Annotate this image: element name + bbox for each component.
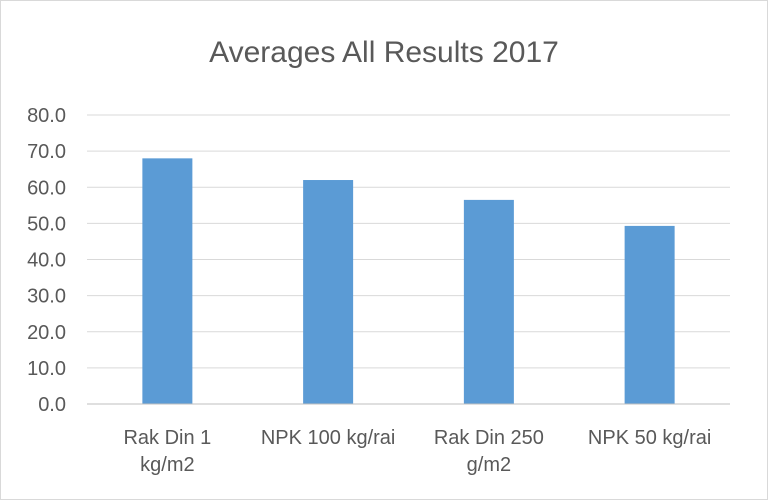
- x-category-label: Rak Din 1 kg/m2: [123, 427, 211, 476]
- x-category-label-line: Rak Din 1: [123, 427, 211, 449]
- bar: [303, 180, 354, 404]
- y-tick-label: 50.0: [27, 213, 66, 235]
- x-category-label-line: kg/m2: [140, 454, 194, 476]
- y-tick-label: 70.0: [27, 141, 66, 163]
- x-category-label-line: NPK 100 kg/rai: [261, 427, 396, 449]
- gridlines: [87, 114, 730, 369]
- y-axis-ticks: 0.0 10.0 20.0 30.0 40.0 50.0 60.0 70.0 80.0: [27, 105, 66, 416]
- y-tick-label: 30.0: [27, 286, 66, 308]
- bar: [624, 225, 675, 404]
- chart-title: Averages All Results 2017: [209, 36, 559, 69]
- y-tick-label: 40.0: [27, 250, 66, 272]
- y-tick-label: 80.0: [27, 105, 66, 127]
- y-tick-label: 0.0: [38, 394, 66, 416]
- y-tick-label: 10.0: [27, 358, 66, 380]
- bar: [142, 158, 193, 404]
- y-tick-label: 20.0: [27, 322, 66, 344]
- x-category-label: NPK 100 kg/rai: [261, 427, 396, 449]
- bar: [463, 199, 514, 404]
- y-tick-label: 60.0: [27, 177, 66, 199]
- bars: [142, 158, 675, 404]
- x-category-label: Rak Din 250 g/m2: [434, 427, 544, 476]
- x-axis-categories: Rak Din 1 kg/m2 NPK 100 kg/rai Rak Din 250 g…: [123, 427, 711, 476]
- x-category-label-line: Rak Din 250: [434, 427, 544, 449]
- x-category-label-line: g/m2: [467, 454, 511, 476]
- x-category-label-line: NPK 50 kg/rai: [588, 427, 711, 449]
- x-category-label: NPK 50 kg/rai: [588, 427, 711, 449]
